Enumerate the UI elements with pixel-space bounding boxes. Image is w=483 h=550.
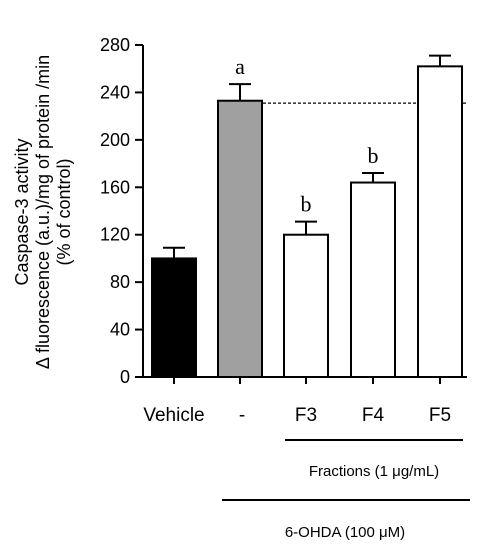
bar xyxy=(283,233,329,378)
bars xyxy=(151,65,463,378)
y-axis-title: Caspase-3 activity Δ fluorescence (a.u.)… xyxy=(12,55,74,369)
y-tick-label: 280 xyxy=(100,35,130,55)
y-tick-label: 40 xyxy=(110,320,130,340)
y-tick-label: 240 xyxy=(100,82,130,102)
y-ticks: 0 40 80 120 160 200 240 280 xyxy=(100,35,143,387)
significance-labels: a b b xyxy=(235,54,378,217)
y-tick-label: 120 xyxy=(100,225,130,245)
x-category-label: F3 xyxy=(295,405,317,426)
treatment-group-label: 6-OHDA (100 μM) xyxy=(285,524,405,541)
y-tick-label: 80 xyxy=(110,272,130,292)
significance-label: b xyxy=(368,143,379,168)
x-category-labels: Vehicle - F3 F4 F5 xyxy=(143,405,451,426)
y-axis-title-line-3: (% of control) xyxy=(54,158,74,265)
y-axis-title-line-1: Caspase-3 activity xyxy=(12,138,32,285)
x-category-label: - xyxy=(239,405,245,426)
significance-label: b xyxy=(301,192,312,217)
x-category-label: F5 xyxy=(429,405,451,426)
bar xyxy=(350,181,396,378)
bar xyxy=(217,99,263,378)
bar xyxy=(151,257,197,378)
x-category-label: Vehicle xyxy=(143,405,204,426)
error-bars xyxy=(163,54,451,259)
y-tick-label: 160 xyxy=(100,177,130,197)
x-ticks xyxy=(173,377,441,384)
y-tick-label: 200 xyxy=(100,130,130,150)
significance-label: a xyxy=(235,54,245,79)
y-tick-label: 0 xyxy=(120,367,130,387)
x-category-label: F4 xyxy=(362,405,385,426)
y-axis-title-line-2: Δ fluorescence (a.u.)/mg of protein /min xyxy=(33,55,53,369)
fractions-group-label: Fractions (1 μg/mL) xyxy=(309,463,439,480)
bar xyxy=(417,65,463,378)
